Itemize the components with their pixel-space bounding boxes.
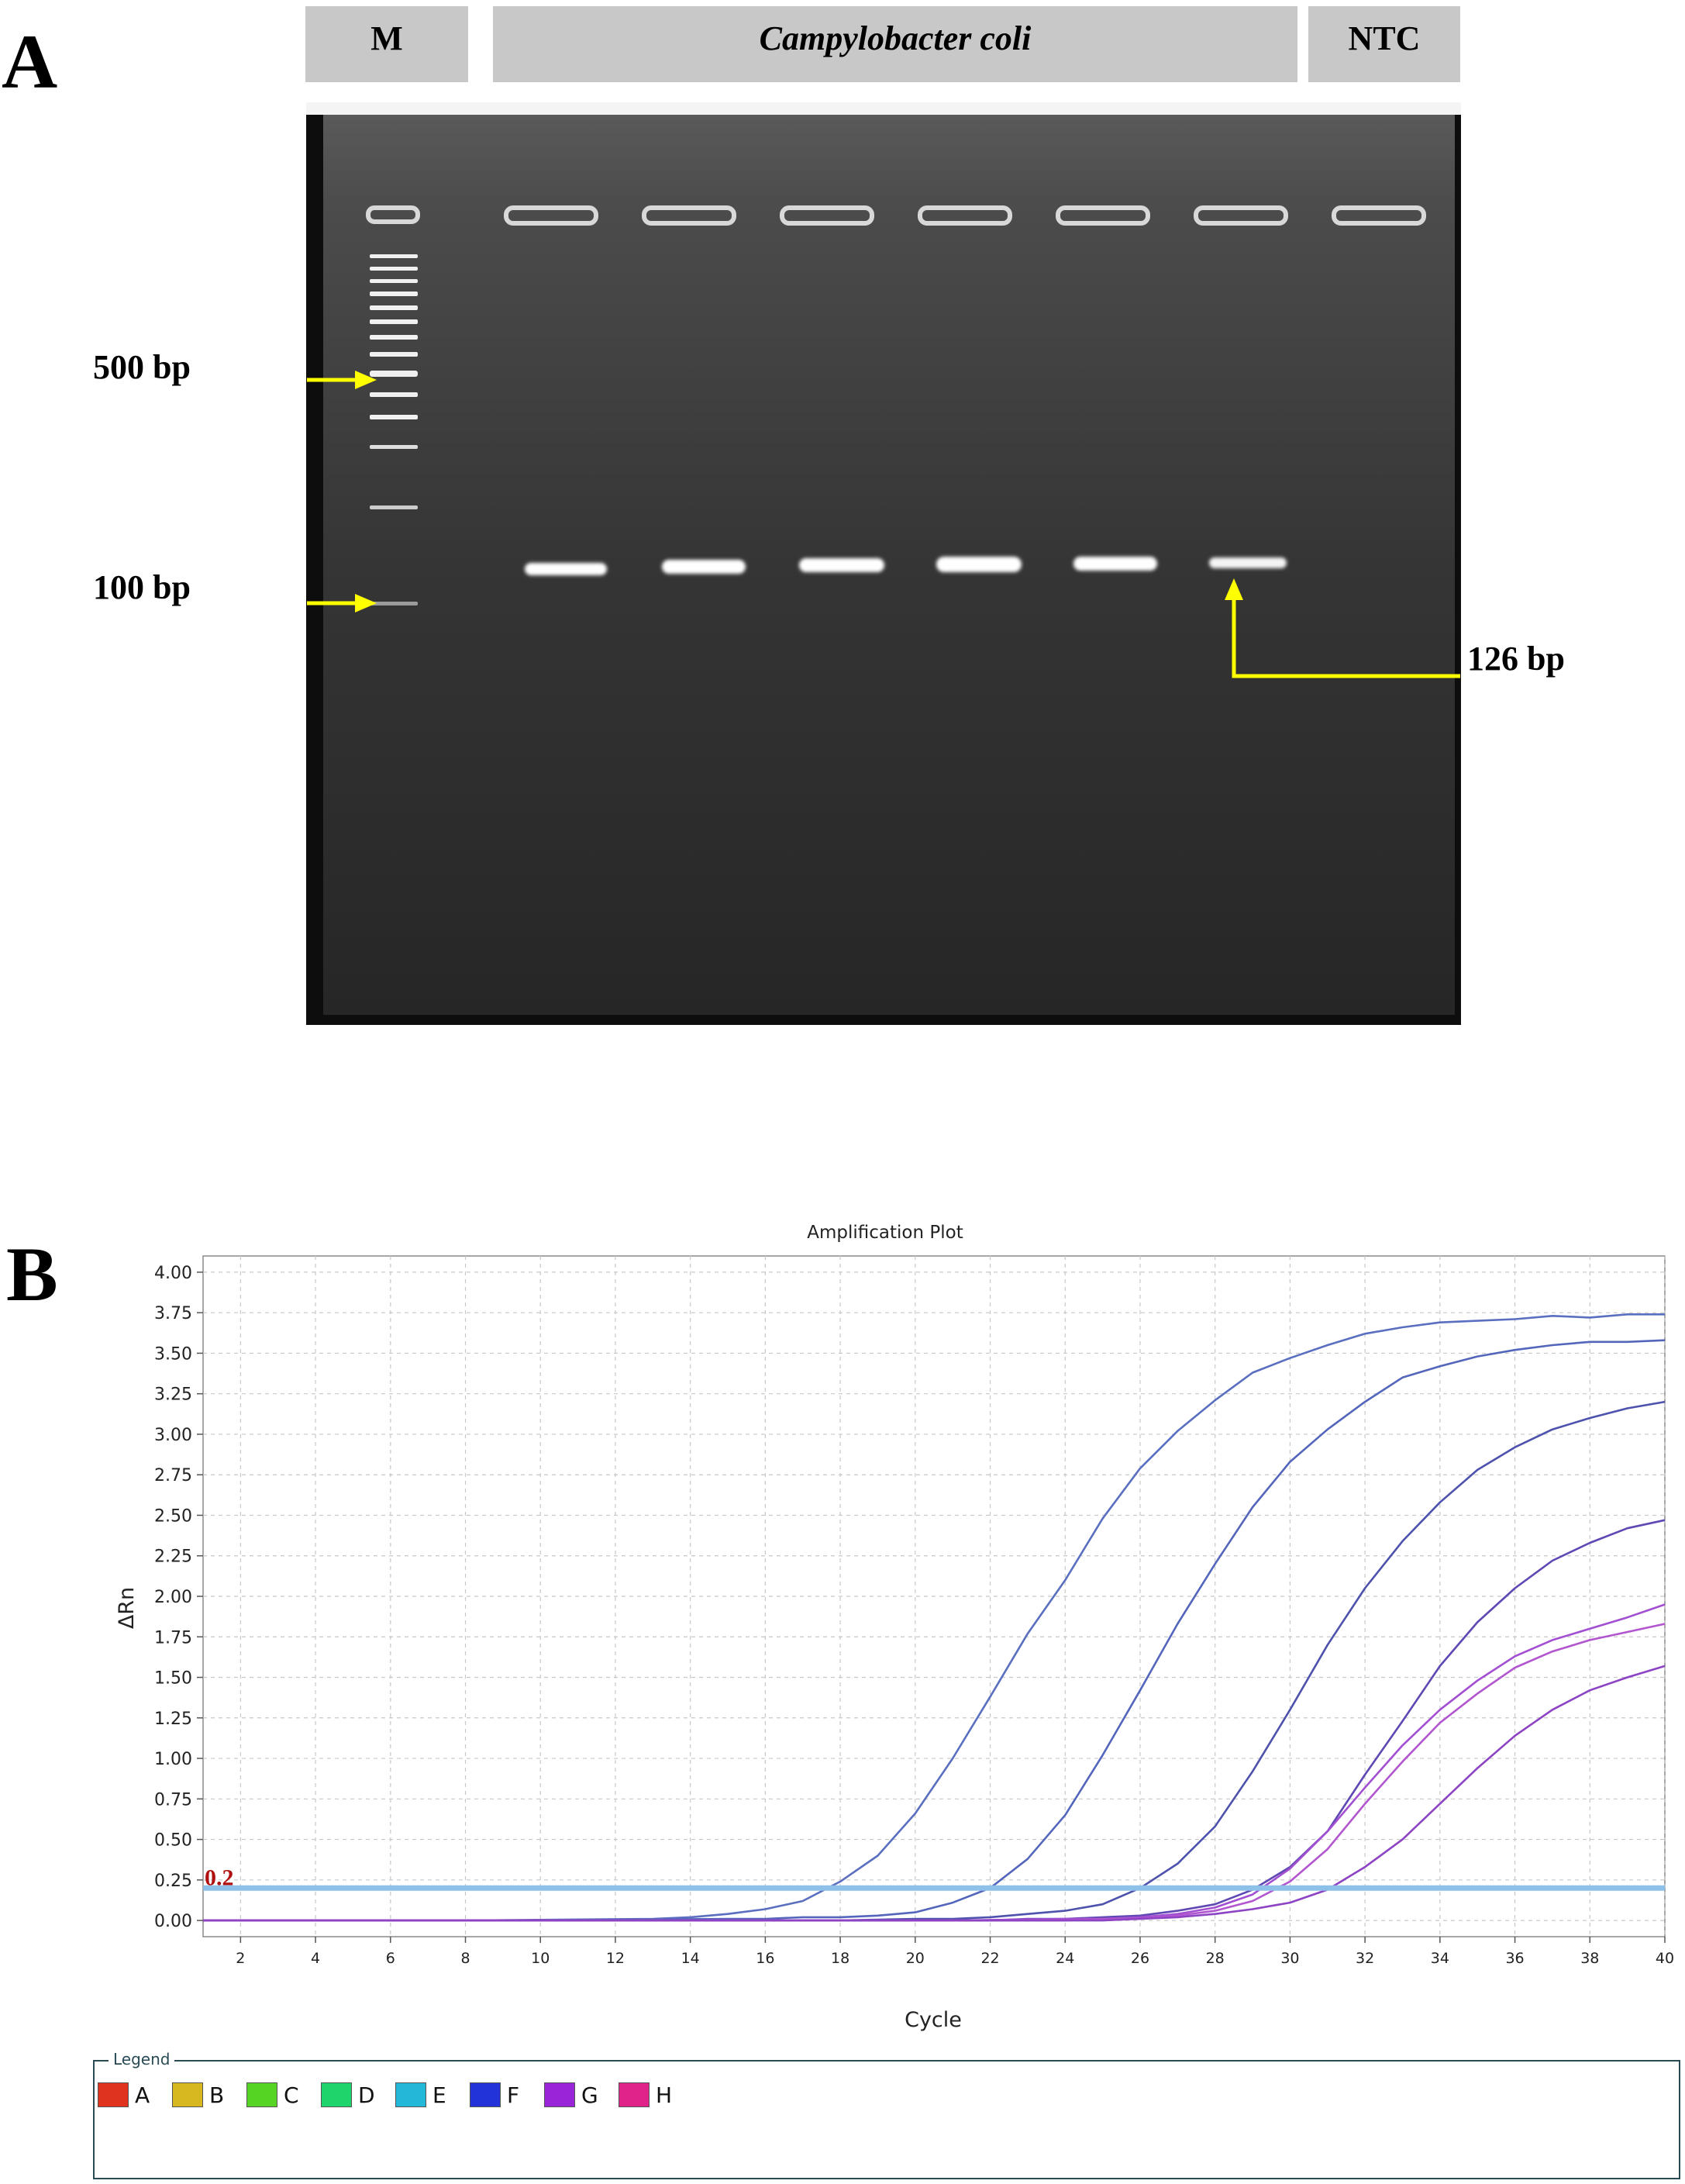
panel-b-letter: B — [6, 1231, 58, 1317]
label-100bp: 100 bp — [93, 568, 191, 606]
x-tick-label: 34 — [1431, 1950, 1449, 1967]
x-tick-label: 16 — [756, 1950, 774, 1967]
legend-item-f: F — [470, 2081, 519, 2109]
series-line-3 — [203, 1400, 1666, 1922]
series-line-2 — [203, 1339, 1666, 1922]
series-line-1 — [203, 1313, 1665, 1922]
axes: 2 4 6 8 10 12 14 16 18 20 22 24 26 28 30 32 34 36 38 400.00… — [154, 1264, 1674, 1967]
legend-label: G — [581, 2082, 598, 2108]
x-tick-label: 32 — [1356, 1950, 1374, 1967]
legend-swatch — [395, 2082, 426, 2107]
y-tick-label: 3.50 — [154, 1344, 192, 1364]
gel-annotation-arrows — [307, 371, 1460, 678]
x-tick-label: 20 — [906, 1950, 925, 1967]
legend-swatch — [619, 2082, 650, 2107]
legend-swatch — [98, 2082, 129, 2107]
legend-swatch — [246, 2082, 277, 2107]
y-tick-label: 4.00 — [154, 1264, 192, 1283]
arrow-100bp — [307, 594, 377, 612]
lane-header-marker: M — [305, 6, 468, 82]
x-tick-label: 14 — [681, 1950, 700, 1967]
legend-swatch — [321, 2082, 352, 2107]
legend-item-c: C — [246, 2081, 299, 2109]
legend-swatch — [544, 2082, 575, 2107]
y-tick-label: 0.50 — [154, 1831, 192, 1851]
y-tick-label: 1.75 — [154, 1628, 192, 1647]
x-tick-label: 40 — [1656, 1950, 1674, 1967]
legend-item-d: D — [321, 2081, 375, 2109]
legend-label: E — [432, 2082, 446, 2108]
legend-item-b: B — [172, 2081, 224, 2109]
panel-a-letter: A — [2, 19, 58, 105]
y-tick-label: 0.00 — [154, 1912, 192, 1931]
series-line-6 — [203, 1623, 1666, 1922]
lane-header-ntc: NTC — [1308, 6, 1460, 82]
y-tick-label: 1.25 — [154, 1710, 192, 1729]
y-tick-label: 0.25 — [154, 1872, 192, 1891]
x-tick-label: 6 — [386, 1950, 395, 1967]
y-tick-label: 2.00 — [154, 1588, 192, 1607]
legend-label: D — [358, 2082, 375, 2108]
y-tick-label: 2.25 — [154, 1547, 192, 1567]
gel-wells — [366, 205, 1426, 226]
x-tick-label: 22 — [980, 1950, 999, 1967]
y-tick-label: 0.75 — [154, 1790, 192, 1810]
legend-label: B — [209, 2082, 225, 2108]
y-tick-label: 1.50 — [154, 1669, 192, 1689]
gel-image — [306, 102, 1461, 1025]
y-tick-label: 3.25 — [154, 1385, 192, 1405]
y-tick-label: 2.50 — [154, 1506, 192, 1526]
legend-label: F — [507, 2082, 520, 2108]
sample-bands — [525, 557, 1287, 575]
x-axis-label: Cycle — [905, 2008, 962, 2032]
legend-label: C — [284, 2082, 299, 2108]
arrow-126bp — [1225, 578, 1460, 678]
legend-title: Legend — [109, 2050, 175, 2068]
legend-item-g: G — [544, 2081, 598, 2109]
legend-item-a: A — [98, 2081, 150, 2109]
x-tick-label: 18 — [831, 1950, 849, 1967]
x-tick-label: 36 — [1505, 1950, 1524, 1967]
x-tick-label: 8 — [460, 1950, 470, 1967]
legend-label: A — [135, 2082, 150, 2108]
y-axis-label: ΔRn — [115, 1587, 139, 1629]
legend-label: H — [656, 2082, 673, 2108]
legend-item-h: H — [619, 2081, 672, 2109]
x-tick-label: 28 — [1206, 1950, 1225, 1967]
legend-swatch — [470, 2082, 501, 2107]
y-tick-label: 3.75 — [154, 1304, 192, 1323]
x-tick-label: 38 — [1580, 1950, 1599, 1967]
legend-swatch — [172, 2082, 203, 2107]
x-tick-label: 26 — [1131, 1950, 1149, 1967]
legend-box — [93, 2060, 1680, 2179]
label-500bp: 500 bp — [93, 348, 191, 386]
x-tick-label: 10 — [531, 1950, 550, 1967]
x-tick-label: 2 — [236, 1950, 245, 1967]
threshold: 0.2 — [203, 1865, 1665, 1891]
chart-title: Amplification Plot — [807, 1223, 963, 1243]
grid — [202, 1255, 1666, 1937]
lane-header-sample: Campylobacter coli — [493, 6, 1297, 82]
threshold-label: 0.2 — [205, 1865, 234, 1890]
x-tick-label: 4 — [311, 1950, 320, 1967]
legend-item-e: E — [395, 2081, 446, 2109]
series-lines — [203, 1313, 1666, 1922]
arrow-500bp — [307, 371, 377, 389]
ladder-bands — [370, 254, 418, 606]
label-126bp: 126 bp — [1467, 640, 1565, 678]
x-tick-label: 30 — [1280, 1950, 1299, 1967]
y-tick-label: 2.75 — [154, 1466, 192, 1485]
amplification-plot: Amplification Plot Cycle ΔRn 2 4 6 8 10 12 14 1… — [115, 1223, 1674, 2032]
y-tick-label: 3.00 — [154, 1426, 192, 1445]
y-tick-label: 1.00 — [154, 1750, 192, 1769]
x-tick-label: 24 — [1056, 1950, 1074, 1967]
x-tick-label: 12 — [606, 1950, 625, 1967]
